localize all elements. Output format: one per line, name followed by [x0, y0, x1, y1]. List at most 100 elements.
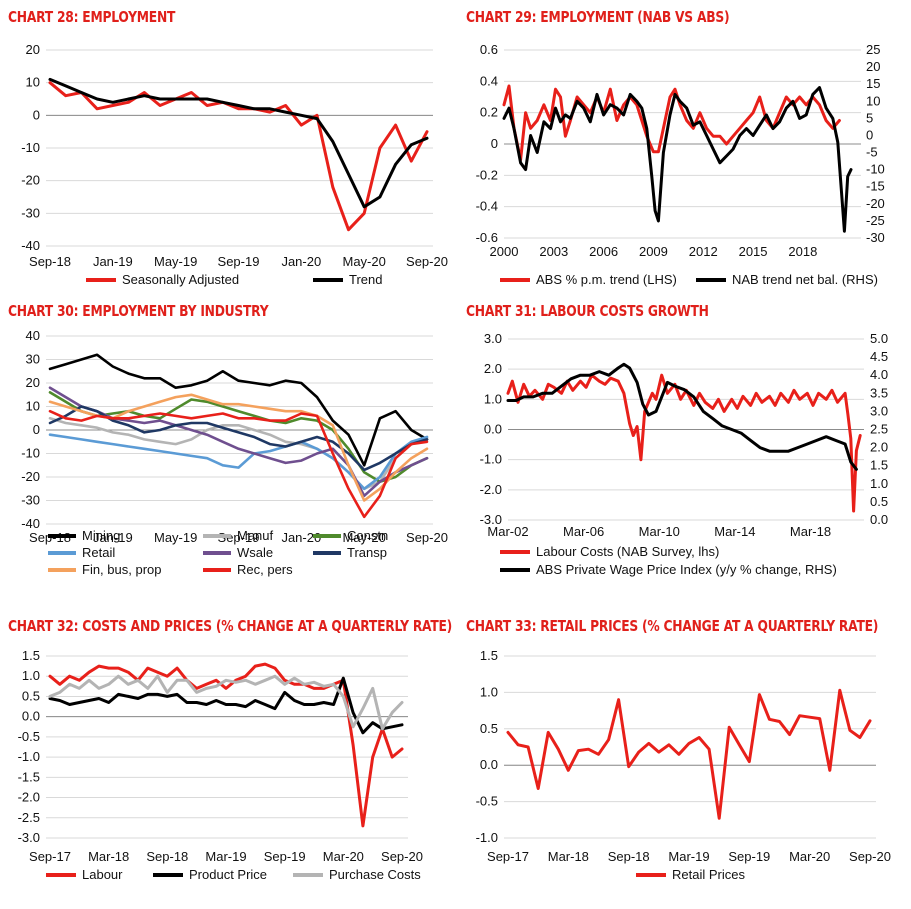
y-tick-label: 0.4 [480, 73, 498, 88]
x-tick-label: Mar-20 [789, 849, 830, 864]
x-tick-label: Sep-17 [29, 849, 71, 864]
series-line-constn [48, 391, 429, 483]
y-right-tick-label: 1.0 [870, 476, 888, 491]
x-tick-label: 2009 [639, 244, 668, 259]
series-line-labour-costs-nab-survey-lhs- [506, 373, 862, 513]
chart-title: CHART 29: EMPLOYMENT (NAB VS ABS) [466, 8, 730, 26]
y-tick-label: 10 [26, 75, 40, 90]
legend-label: ABS % p.m. trend (LHS) [536, 272, 677, 287]
x-tick-label: Sep-18 [29, 254, 71, 269]
x-tick-label: May-20 [342, 530, 385, 545]
series-line-abs-private-wage-price-index-y-y-change-rhs- [506, 362, 858, 471]
y-tick-label: 1.0 [22, 668, 40, 683]
y-tick-label: -0.4 [476, 199, 498, 214]
y-right-tick-label: 10 [866, 93, 880, 108]
x-tick-label: Mar-19 [205, 849, 246, 864]
y-tick-label: -2.0 [18, 790, 40, 805]
y-right-tick-label: 0.0 [870, 512, 888, 527]
legend-label: Retail Prices [672, 867, 745, 882]
y-tick-label: 1.0 [484, 391, 502, 406]
y-right-tick-label: 4.0 [870, 367, 888, 382]
y-right-tick-label: 15 [866, 76, 880, 91]
y-right-tick-label: 5 [866, 110, 873, 125]
legend-label: NAB trend net bal. (RHS) [732, 272, 878, 287]
chart-30-panel: CHART 30: EMPLOYMENT BY INDUSTRY -40 -30 -… [8, 302, 448, 592]
x-tick-label: Sep-19 [728, 849, 770, 864]
x-tick-label: Mar-18 [790, 524, 831, 539]
x-tick-label: Mar-20 [323, 849, 364, 864]
x-tick-label: 2000 [490, 244, 519, 259]
y-right-tick-label: 5.0 [870, 331, 888, 346]
y-tick-label: -40 [21, 516, 40, 531]
y-right-tick-label: -15 [866, 179, 885, 194]
y-right-tick-label: 20 [866, 59, 880, 74]
y-tick-label: -0.5 [476, 794, 498, 809]
y-tick-label: -1.5 [18, 769, 40, 784]
y-right-tick-label: 4.5 [870, 349, 888, 364]
y-tick-label: 3.0 [484, 331, 502, 346]
chart-32-panel: CHART 32: COSTS AND PRICES (% CHANGE AT … [8, 617, 452, 907]
y-tick-label: 0.0 [484, 422, 502, 437]
y-tick-label: 1.0 [480, 684, 498, 699]
x-tick-label: Mar-10 [639, 524, 680, 539]
legend-label: Retail [82, 545, 115, 560]
x-tick-label: Sep-19 [218, 530, 260, 545]
y-tick-label: 0 [33, 422, 40, 437]
y-tick-label: -3.0 [480, 512, 502, 527]
y-tick-label: 0 [491, 136, 498, 151]
x-tick-label: Mar-14 [714, 524, 755, 539]
y-right-tick-label: -5 [866, 145, 878, 160]
chart-title: CHART 28: EMPLOYMENT [8, 8, 176, 26]
y-tick-label: -0.5 [18, 729, 40, 744]
chart-title: CHART 30: EMPLOYMENT BY INDUSTRY [8, 302, 269, 320]
y-tick-label: 20 [26, 375, 40, 390]
legend-label: Mining [82, 528, 120, 543]
legend-label: Rec, pers [237, 562, 293, 577]
chart-33-panel: CHART 33: RETAIL PRICES (% CHANGE AT A Q… [466, 617, 906, 907]
y-right-tick-label: -20 [866, 196, 885, 211]
series-line-nab-trend-net-bal-rhs- [502, 86, 853, 233]
x-tick-label: 2018 [788, 244, 817, 259]
y-tick-label: 1.5 [22, 648, 40, 663]
y-right-tick-label: -30 [866, 230, 885, 245]
y-tick-label: 40 [26, 328, 40, 343]
x-tick-label: 2012 [689, 244, 718, 259]
y-tick-label: 0.5 [480, 721, 498, 736]
x-tick-label: May-19 [154, 530, 197, 545]
x-tick-label: Mar-18 [548, 849, 589, 864]
legend-label: Constn [347, 528, 388, 543]
legend-label: Product Price [189, 867, 267, 882]
x-tick-label: Jan-19 [93, 254, 133, 269]
x-tick-label: Sep-20 [406, 530, 448, 545]
y-tick-label: -10 [21, 446, 40, 461]
x-tick-label: Sep-18 [146, 849, 188, 864]
y-tick-label: 0 [33, 107, 40, 122]
y-tick-label: 0.0 [22, 709, 40, 724]
y-tick-label: 0.5 [22, 688, 40, 703]
y-tick-label: 1.5 [480, 648, 498, 663]
series-line-seasonally-adjusted [48, 81, 429, 232]
y-tick-label: -1.0 [480, 452, 502, 467]
series-line-retail [48, 433, 429, 491]
x-tick-label: Sep-20 [849, 849, 891, 864]
legend-label: Transp [347, 545, 387, 560]
x-tick-label: Jan-19 [93, 530, 133, 545]
chart-title: CHART 33: RETAIL PRICES (% CHANGE AT A Q… [466, 617, 879, 635]
x-tick-label: Jan-20 [281, 530, 321, 545]
y-tick-label: -40 [21, 238, 40, 253]
chart-title: CHART 32: COSTS AND PRICES (% CHANGE AT … [8, 617, 453, 635]
y-tick-label: -30 [21, 493, 40, 508]
y-tick-label: 0.6 [480, 42, 498, 57]
x-tick-label: Jan-20 [281, 254, 321, 269]
chart-31-panel: CHART 31: LABOUR COSTS GROWTH 3.0 2.0 1.0 0… [466, 302, 906, 592]
y-tick-label: 10 [26, 399, 40, 414]
series-line-purchase-costs [48, 674, 404, 731]
y-right-tick-label: 0.5 [870, 494, 888, 509]
series-line-transp [48, 405, 429, 472]
legend-label: Wsale [237, 545, 273, 560]
y-tick-label: 0.2 [480, 105, 498, 120]
x-tick-label: May-20 [342, 254, 385, 269]
y-tick-label: -20 [21, 469, 40, 484]
y-tick-label: -10 [21, 140, 40, 155]
